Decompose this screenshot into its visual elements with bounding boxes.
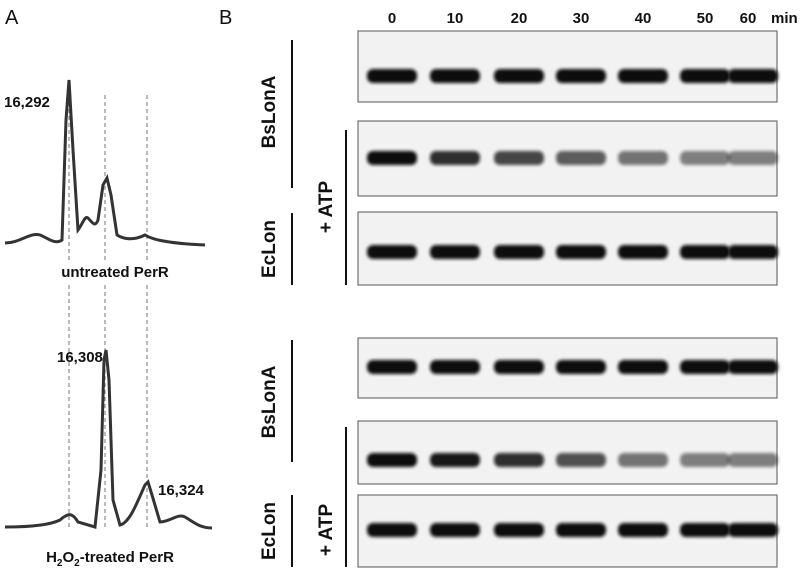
band (680, 151, 730, 165)
row-label: BsLonA (259, 365, 280, 438)
time-unit: min (771, 10, 798, 27)
band (430, 453, 480, 467)
band (430, 523, 480, 537)
band (556, 245, 606, 259)
time-label: 10 (447, 10, 464, 27)
band (680, 245, 730, 259)
caption-part: H (46, 549, 57, 566)
time-label: 60 (740, 10, 757, 27)
time-label: 50 (697, 10, 714, 27)
band (680, 453, 730, 467)
time-label: 30 (573, 10, 590, 27)
band (618, 151, 668, 165)
band (618, 523, 668, 537)
band (367, 453, 417, 467)
band (494, 151, 544, 165)
guide-lines (68, 95, 148, 530)
band (556, 69, 606, 83)
caption-part: 2 (74, 558, 80, 569)
band (618, 245, 668, 259)
band (367, 523, 417, 537)
band (430, 151, 480, 165)
row-label: EcLon (259, 220, 280, 278)
band (680, 69, 730, 83)
band (430, 69, 480, 83)
spectrum-trace (4, 79, 206, 247)
caption-part: -treated PerR (80, 549, 174, 566)
band (618, 453, 668, 467)
band (556, 453, 606, 467)
band (728, 69, 778, 83)
band (494, 523, 544, 537)
band (728, 360, 778, 374)
time-label: 20 (511, 10, 528, 27)
band (367, 151, 417, 165)
band (494, 360, 544, 374)
band (556, 360, 606, 374)
band (430, 360, 480, 374)
blots (357, 30, 778, 568)
panel-label: A (5, 7, 19, 29)
band (494, 245, 544, 259)
band (556, 523, 606, 537)
row-label: EcLon (259, 502, 280, 560)
row-label: + ATP (316, 181, 337, 234)
row-label: BsLonA (259, 75, 280, 148)
peak-label: 16,292 (4, 94, 50, 111)
time-label: 0 (388, 10, 396, 27)
blot-frame (357, 420, 778, 485)
blot-frame (357, 30, 778, 103)
caption-part: O (62, 549, 74, 566)
trace-caption: H2O2-treated PerR (46, 549, 174, 569)
band (728, 523, 778, 537)
spectrum-trace (4, 349, 213, 530)
panel-label: B (219, 7, 232, 29)
caption-part: 2 (57, 558, 63, 569)
row-label: + ATP (316, 504, 337, 557)
band (728, 245, 778, 259)
band (618, 69, 668, 83)
band (430, 245, 480, 259)
band (728, 151, 778, 165)
trace-caption: untreated PerR (61, 264, 169, 281)
band (618, 360, 668, 374)
band (680, 523, 730, 537)
band (494, 453, 544, 467)
band (367, 360, 417, 374)
band (556, 151, 606, 165)
time-label: 40 (635, 10, 652, 27)
band (728, 453, 778, 467)
band (367, 245, 417, 259)
band (680, 360, 730, 374)
peak-label: 16,324 (158, 482, 205, 499)
band (367, 69, 417, 83)
peak-label: 16,308 (57, 349, 103, 366)
band (494, 69, 544, 83)
